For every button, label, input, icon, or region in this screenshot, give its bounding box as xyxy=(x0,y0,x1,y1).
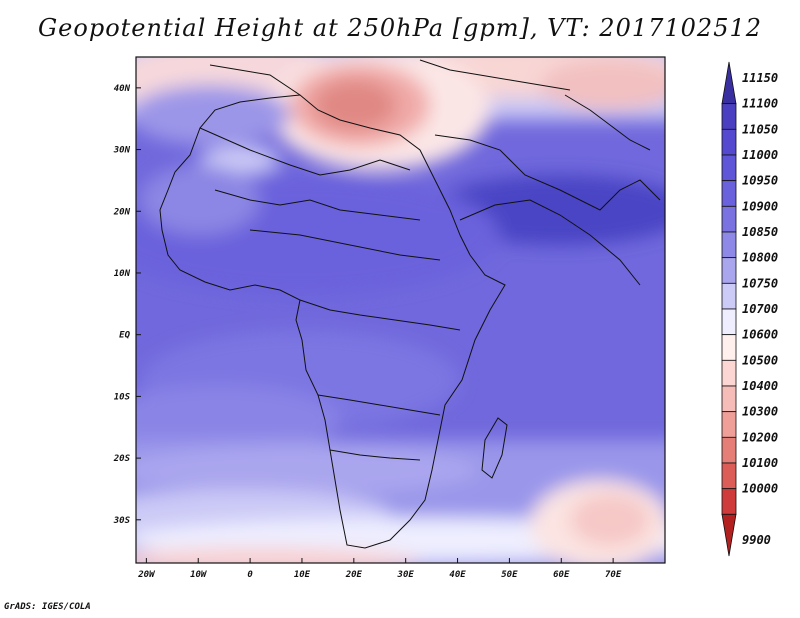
colorbar-boxes xyxy=(721,61,737,557)
colorbar-box xyxy=(721,359,737,387)
colorbar-box xyxy=(721,103,737,130)
colorbar-level-label: 10500 xyxy=(742,353,778,367)
colorbar-labels: 11150 11100 11050 11000 10950 10900 10850 10800… xyxy=(742,71,778,547)
colorbar-level-label: 10400 xyxy=(742,379,778,393)
map-frame xyxy=(135,56,666,564)
colorbar-box xyxy=(721,154,737,182)
footer-credit: GrADS: IGES/COLA xyxy=(4,602,91,612)
colorbar-box xyxy=(721,334,737,361)
colorbar-box xyxy=(721,282,737,310)
lon-tick-label: 70E xyxy=(605,570,622,580)
colorbar-level-label: 9900 xyxy=(742,533,771,547)
colorbar-box xyxy=(721,488,737,515)
colorbar-level-label: 10000 xyxy=(742,482,778,496)
colorbar-box xyxy=(721,61,737,105)
colorbar-level-label: 10950 xyxy=(742,174,778,188)
colorbar-level-label: 11100 xyxy=(742,97,778,111)
lat-tick-label: 10S xyxy=(114,392,131,402)
height-field xyxy=(136,57,665,563)
colorbar-level-label: 10600 xyxy=(742,328,778,342)
colorbar-level-label: 10800 xyxy=(742,251,778,265)
colorbar-box xyxy=(721,411,737,438)
lon-tick-label: 10E xyxy=(294,570,311,580)
lon-tick-label: 10W xyxy=(190,570,208,580)
colorbar-box xyxy=(721,257,737,284)
lat-tick-label: 20N xyxy=(113,207,131,217)
lon-tick-label: 60E xyxy=(553,570,570,580)
colorbar-level-label: 10850 xyxy=(742,225,778,239)
chart-title: Geopotential Height at 250hPa [gpm], VT:… xyxy=(38,14,762,42)
coastlines xyxy=(159,59,661,549)
longitude-tick-labels: 20W 10W 0 10E 20E 30E 40E 50E 60E 70E xyxy=(137,558,622,580)
colorbar-box xyxy=(721,513,737,557)
lon-tick-label: 30E xyxy=(397,570,415,580)
colorbar-level-label: 10750 xyxy=(742,276,778,290)
colorbar-level-label: 11050 xyxy=(742,122,778,136)
colorbar-level-label: 11000 xyxy=(742,148,778,162)
colorbar-box xyxy=(721,180,737,207)
colorbar-level-label: 10100 xyxy=(742,456,778,470)
lat-tick-label: 40N xyxy=(114,84,131,94)
lon-tick-label: 40E xyxy=(449,570,466,580)
colorbar-box xyxy=(721,436,737,464)
lon-tick-label: 20W xyxy=(137,570,156,580)
colorbar-box xyxy=(721,385,737,413)
lat-tick-label: 30N xyxy=(113,146,131,156)
colorbar-level-label: 10300 xyxy=(742,405,778,419)
colorbar-level-label: 11150 xyxy=(742,71,778,85)
lat-tick-label: 20S xyxy=(113,454,131,464)
colorbar-box xyxy=(721,308,737,336)
lat-tick-label: 10N xyxy=(114,269,131,279)
colorbar-level-label: 10700 xyxy=(742,302,778,316)
latitude-tick-labels: 40N 30N 20N 10N EQ 10S 20S 30S xyxy=(113,84,141,526)
colorbar-level-label: 10900 xyxy=(742,199,778,213)
colorbar-box xyxy=(721,462,737,490)
lon-tick-label: 50E xyxy=(501,570,518,580)
lat-tick-label: EQ xyxy=(119,331,130,341)
colorbar-box xyxy=(721,205,737,233)
colorbar-box xyxy=(721,128,737,156)
colorbar-box xyxy=(721,231,737,259)
lat-tick-label: 30S xyxy=(113,516,131,526)
colorbar-level-label: 10200 xyxy=(742,430,778,444)
lon-tick-label: 20E xyxy=(345,570,363,580)
lon-tick-label: 0 xyxy=(247,570,253,580)
